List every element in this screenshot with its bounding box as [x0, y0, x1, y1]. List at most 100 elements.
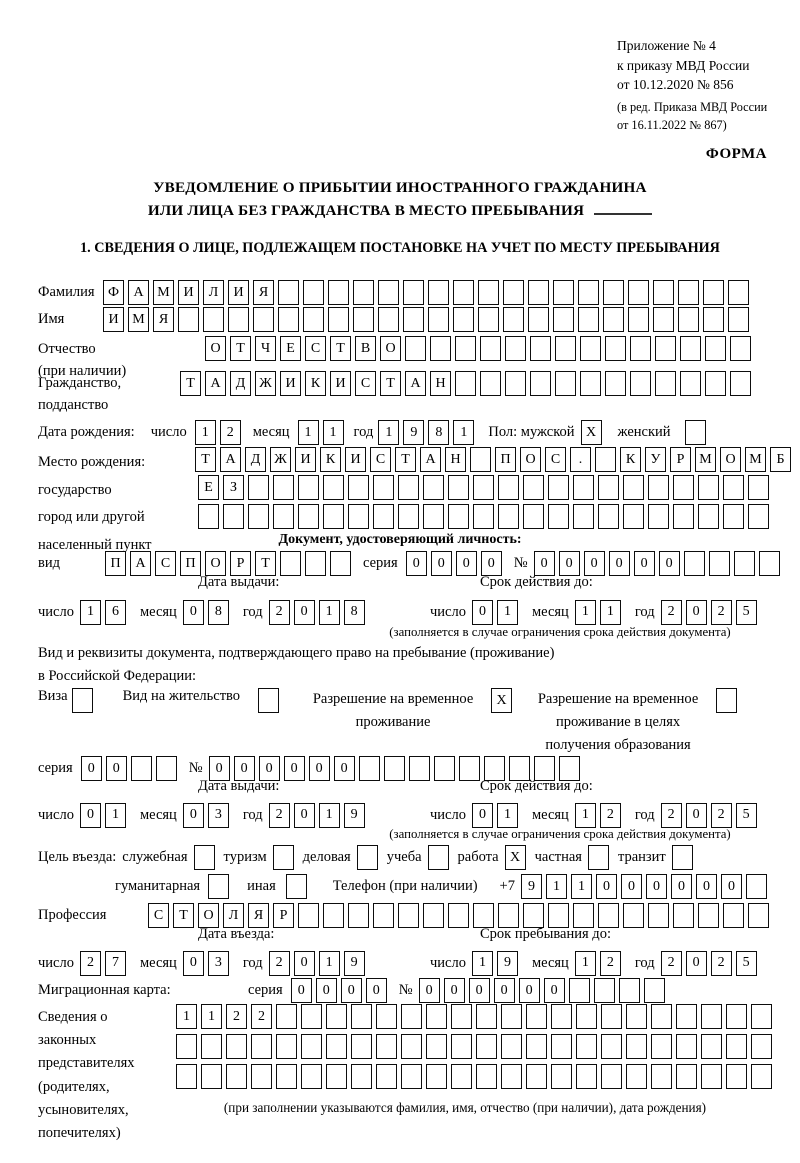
phone-prefix: +7	[499, 878, 515, 894]
validity-limitation-note: (заполняется в случае ограничения срока …	[389, 827, 731, 841]
order-line: к приказу МВД России	[617, 57, 750, 73]
purpose-work-checkbox[interactable]: X	[504, 845, 530, 870]
representatives-cells-2[interactable]	[176, 1034, 776, 1059]
month-label: месяц	[531, 806, 569, 823]
day-label: число	[430, 806, 466, 823]
revision-line1: (в ред. Приказа МВД России	[617, 99, 768, 114]
purpose-transit-checkbox[interactable]	[671, 845, 697, 870]
migration-card-label: Миграционная карта:	[38, 982, 171, 998]
year-label: год	[634, 806, 655, 823]
purpose-private-checkbox[interactable]	[587, 845, 613, 870]
purpose-study-label: учеба	[386, 849, 422, 865]
purpose-work-label: работа	[457, 849, 499, 865]
temp-residence-education-checkbox[interactable]	[716, 688, 741, 713]
series-label: серия	[248, 982, 283, 998]
purpose-transit-label: транзит	[617, 849, 666, 865]
representatives-cells-3[interactable]	[176, 1064, 776, 1089]
sex-female-checkbox[interactable]	[684, 420, 710, 445]
purpose-tourism-checkbox[interactable]	[272, 845, 298, 870]
number-label: №	[188, 760, 203, 776]
surname-label: Фамилия	[38, 284, 95, 300]
regulation-reference: Приложение № 4 к приказу МВД России от 1…	[617, 36, 767, 134]
purpose-tourism-label: туризм	[223, 849, 267, 865]
validity-label: Срок действия до:	[480, 573, 593, 590]
year-label: год	[242, 954, 263, 971]
purpose-other-label: иная	[247, 878, 276, 894]
temp-residence-checkbox[interactable]: X	[491, 688, 516, 713]
month-label: месяц	[139, 806, 177, 823]
temp-residence-option-label: Разрешение на временное проживание	[312, 691, 474, 730]
validity-label: Срок действия до:	[480, 777, 593, 794]
purpose-study-checkbox[interactable]	[427, 845, 453, 870]
forma-label: ФОРМА	[705, 146, 767, 162]
month-label: месяц	[531, 954, 569, 971]
citizenship-label: Гражданство, подданство	[38, 375, 122, 413]
patronymic-label: Отчество (при наличии)	[38, 341, 127, 379]
day-label: число	[38, 603, 74, 620]
birth-place-cells-3[interactable]	[198, 504, 773, 529]
purpose-business-checkbox[interactable]	[356, 845, 382, 870]
phone-label: Телефон (при наличии)	[332, 878, 478, 894]
sex-male-checkbox[interactable]: X	[580, 420, 606, 445]
purpose-humanitarian-checkbox[interactable]	[208, 874, 233, 899]
purpose-official-checkbox[interactable]	[193, 845, 219, 870]
day-label: число	[38, 806, 74, 823]
purpose-private-label: частная	[534, 849, 582, 865]
form-title-line1: УВЕДОМЛЕНИЕ О ПРИБЫТИИ ИНОСТРАННОГО ГРАЖ…	[153, 179, 647, 196]
number-label: №	[398, 982, 413, 998]
issue-date-label: Дата выдачи:	[198, 573, 280, 590]
purpose-other-checkbox[interactable]	[285, 874, 311, 899]
visa-checkbox[interactable]	[71, 688, 97, 713]
residence-permit-option-label: Вид на жительство	[122, 688, 241, 704]
revision-reference: (в ред. Приказа МВД России от 16.11.2022…	[617, 98, 767, 134]
doc-kind-label: вид	[38, 555, 60, 571]
residence-permit-checkbox[interactable]	[258, 688, 283, 713]
issue-date-label: Дата выдачи:	[198, 777, 280, 794]
